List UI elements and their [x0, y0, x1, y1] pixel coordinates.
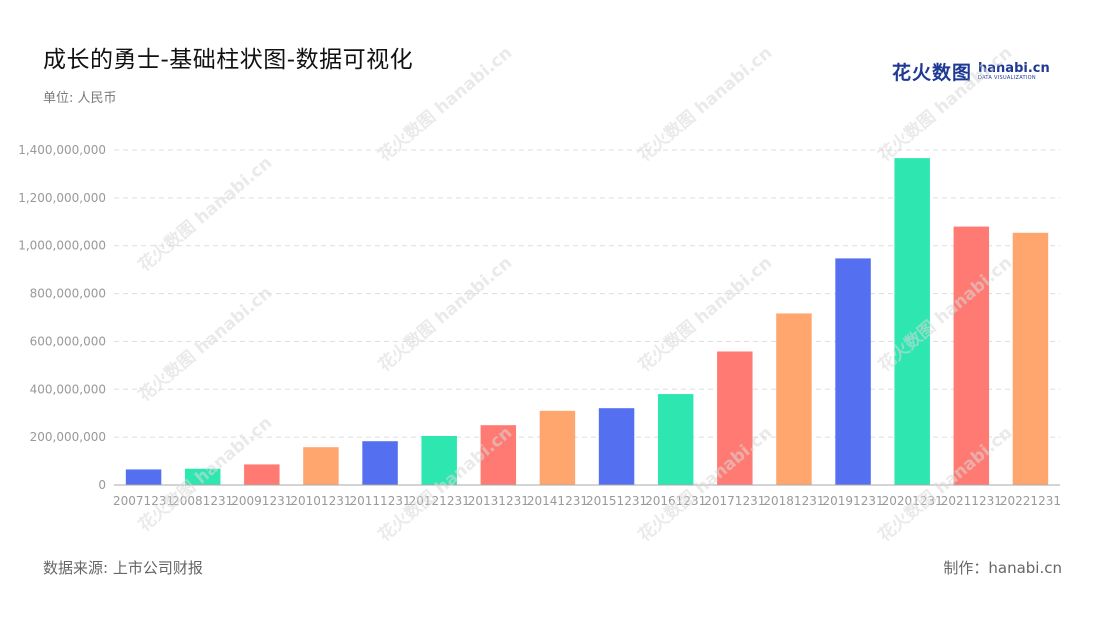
y-tick-label: 400,000,000	[30, 382, 106, 396]
unit-label: 单位: 人民币	[43, 91, 117, 106]
bar-20201231[interactable]	[894, 158, 930, 485]
bar-20191231[interactable]	[835, 258, 871, 485]
bar-20171231[interactable]	[717, 351, 753, 485]
x-axis-ticks: 2007123120081231200912312010123120111231…	[113, 494, 1061, 508]
grid-lines	[114, 149, 1060, 438]
y-tick-label: 1,400,000,000	[18, 143, 106, 157]
y-tick-label: 200,000,000	[30, 430, 106, 444]
logo-subtitle: DATA VISUALIZATION	[978, 74, 1036, 81]
bar-20141231[interactable]	[539, 410, 576, 485]
bar-20221231[interactable]	[1012, 232, 1049, 485]
x-tick-label: 20211231	[941, 494, 1002, 508]
y-tick-label: 0	[98, 478, 106, 492]
bar-20111231[interactable]	[362, 441, 398, 485]
bar-20091231[interactable]	[244, 464, 280, 485]
bar-20071231[interactable]	[125, 469, 162, 485]
bar-20101231[interactable]	[303, 447, 339, 485]
y-tick-label: 1,200,000,000	[18, 191, 106, 205]
logo-text-en: hanabi.cn DATA VISUALIZATION	[978, 62, 1050, 82]
brand-logo: 花火数图 hanabi.cn DATA VISUALIZATION	[892, 58, 1050, 85]
y-tick-label: 600,000,000	[30, 334, 106, 348]
bar-20181231[interactable]	[776, 313, 812, 485]
x-tick-label: 20141231	[527, 494, 588, 508]
x-tick-label: 20081231	[172, 494, 233, 508]
x-tick-label: 20181231	[763, 494, 824, 508]
logo-domain: hanabi.cn	[978, 60, 1050, 76]
x-tick-label: 20171231	[704, 494, 765, 508]
bar-20131231[interactable]	[480, 425, 517, 485]
x-tick-label: 20221231	[1000, 494, 1061, 508]
bar-20161231[interactable]	[657, 394, 694, 485]
x-tick-label: 20201231	[882, 494, 943, 508]
x-tick-label: 20131231	[468, 494, 529, 508]
x-tick-label: 20091231	[231, 494, 292, 508]
bar-20081231[interactable]	[184, 468, 221, 485]
x-tick-label: 20161231	[645, 494, 706, 508]
x-tick-label: 20191231	[823, 494, 884, 508]
bars	[125, 158, 1049, 486]
chart-title: 成长的勇士-基础柱状图-数据可视化	[43, 47, 414, 73]
y-axis-ticks: 0 200,000,000 400,000,000 600,000,000 800,00…	[18, 143, 106, 492]
y-tick-label: 1,000,000,000	[18, 239, 106, 253]
x-tick-label: 20151231	[586, 494, 647, 508]
credit-label: 制作：hanabi.cn	[943, 559, 1062, 577]
data-source: 数据来源: 上市公司财报	[43, 559, 203, 577]
x-tick-label: 20101231	[290, 494, 351, 508]
x-tick-label: 20121231	[409, 494, 470, 508]
x-tick-label: 20071231	[113, 494, 174, 508]
bar-20121231[interactable]	[421, 435, 457, 485]
bar-20151231[interactable]	[598, 408, 635, 485]
logo-text-cn: 花火数图	[892, 62, 973, 84]
y-tick-label: 800,000,000	[30, 287, 106, 301]
bar-20211231[interactable]	[953, 226, 990, 486]
x-tick-label: 20111231	[350, 494, 411, 508]
